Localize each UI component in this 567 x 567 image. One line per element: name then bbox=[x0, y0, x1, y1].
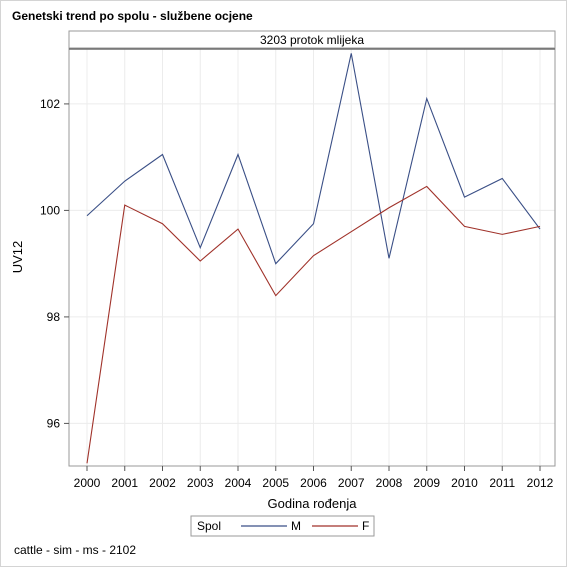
y-tick-label: 100 bbox=[40, 203, 60, 217]
x-tick-label: 2010 bbox=[451, 476, 478, 490]
x-tick-label: 2003 bbox=[187, 476, 214, 490]
x-tick-label: 2008 bbox=[376, 476, 403, 490]
x-tick-label: 2004 bbox=[225, 476, 252, 490]
y-axis-label: UV12 bbox=[10, 241, 25, 274]
y-tick-label: 98 bbox=[47, 310, 61, 324]
x-tick-label: 2012 bbox=[527, 476, 554, 490]
legend-label-M: M bbox=[291, 519, 301, 533]
x-tick-label: 2000 bbox=[74, 476, 101, 490]
series-line-F bbox=[86, 185, 541, 464]
axis-layer: 2000 2001 2002 2003 2004 2005 2006 2007 2008 2009… bbox=[40, 97, 554, 490]
x-axis-label: Godina rođenja bbox=[268, 496, 358, 511]
x-tick-label: 2011 bbox=[489, 476, 515, 490]
page-title: Genetski trend po spolu - službene ocjen… bbox=[12, 9, 253, 23]
x-tick-label: 2005 bbox=[262, 476, 289, 490]
x-tick-label: 2007 bbox=[338, 476, 365, 490]
y-tick-label: 96 bbox=[47, 416, 61, 430]
x-tick-label: 2009 bbox=[413, 476, 440, 490]
y-tick-label: 102 bbox=[40, 97, 60, 111]
legend-title: Spol bbox=[197, 519, 221, 533]
grid-layer bbox=[69, 48, 555, 466]
legend-label-F: F bbox=[362, 519, 369, 533]
x-tick-label: 2001 bbox=[111, 476, 138, 490]
x-tick-label: 2006 bbox=[300, 476, 327, 490]
panel-title: 3203 protok mlijeka bbox=[260, 33, 364, 47]
footnote: cattle - sim - ms - 2102 bbox=[14, 543, 137, 557]
x-tick-label: 2002 bbox=[149, 476, 176, 490]
series-layer bbox=[86, 53, 541, 464]
plot-area bbox=[68, 47, 556, 467]
series-line-M bbox=[86, 53, 541, 265]
